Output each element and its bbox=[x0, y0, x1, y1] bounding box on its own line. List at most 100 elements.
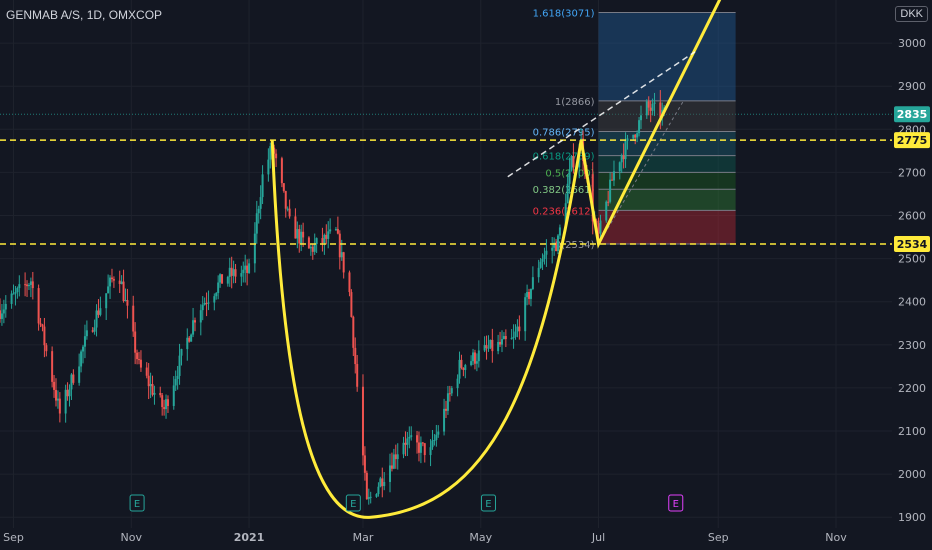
time-tick-label: Sep bbox=[3, 531, 24, 544]
candle-body bbox=[132, 305, 135, 332]
candle-body bbox=[12, 293, 15, 295]
candle-body bbox=[261, 174, 264, 198]
candle-body bbox=[375, 494, 378, 497]
candle-body bbox=[190, 334, 193, 342]
candle-body bbox=[284, 191, 287, 209]
candle-body bbox=[302, 231, 305, 238]
candle-body bbox=[626, 138, 629, 141]
candle-body bbox=[80, 351, 83, 367]
candle-body bbox=[433, 440, 436, 442]
earnings-marker-label: E bbox=[134, 499, 140, 510]
candle-body bbox=[39, 323, 42, 325]
candle-body bbox=[93, 327, 96, 332]
time-axis-background bbox=[0, 528, 932, 550]
candle-body bbox=[431, 440, 434, 448]
candle-body bbox=[325, 234, 328, 239]
candle-body bbox=[443, 408, 446, 432]
candle-body bbox=[504, 336, 507, 340]
candle-body bbox=[234, 269, 237, 277]
pattern-drawings[interactable] bbox=[0, 0, 892, 519]
candle-body bbox=[445, 408, 447, 411]
candle-body bbox=[242, 269, 245, 274]
candle-body bbox=[18, 284, 21, 289]
candle-body bbox=[502, 336, 505, 340]
candle-body bbox=[72, 374, 75, 383]
candle-body bbox=[201, 304, 204, 311]
candle-body bbox=[159, 392, 162, 396]
price-tick-label: 2900 bbox=[898, 80, 926, 93]
candle-body bbox=[240, 273, 243, 277]
candle-body bbox=[334, 228, 337, 230]
candle-body bbox=[174, 379, 177, 386]
fib-level-label: 0(2534) bbox=[555, 240, 595, 251]
candle-body bbox=[659, 102, 662, 118]
candle-body bbox=[311, 246, 314, 252]
candle-body bbox=[460, 359, 463, 368]
candle-body bbox=[477, 350, 480, 362]
candle-body bbox=[518, 326, 521, 332]
candle-body bbox=[591, 174, 594, 222]
candle-body bbox=[572, 155, 575, 168]
cup-curve bbox=[270, 139, 583, 519]
candle-body bbox=[473, 352, 476, 364]
currency-button[interactable]: DKK bbox=[895, 6, 928, 22]
fibonacci-retracement[interactable]: 0(2534)0.236(2612)0.382(2661)0.5(2700)0.… bbox=[533, 8, 736, 251]
candle-body bbox=[134, 331, 137, 353]
candle-body bbox=[553, 242, 556, 248]
time-tick-label: Nov bbox=[825, 531, 847, 544]
candle-body bbox=[257, 208, 260, 214]
candle-body bbox=[246, 265, 249, 273]
candle-body bbox=[213, 296, 216, 303]
projection-dashed-line bbox=[507, 51, 696, 178]
candle-body bbox=[139, 359, 142, 368]
price-tick-label: 2000 bbox=[898, 468, 926, 481]
candle-body bbox=[172, 385, 175, 406]
candle-body bbox=[165, 399, 168, 410]
candle-body bbox=[51, 351, 54, 382]
candle-body bbox=[205, 302, 208, 304]
candle-body bbox=[244, 265, 247, 270]
fib-zone bbox=[598, 210, 736, 244]
candle-body bbox=[566, 183, 569, 204]
candle-body bbox=[456, 378, 459, 389]
candle-body bbox=[163, 407, 166, 410]
candle-body bbox=[221, 274, 224, 284]
candle-body bbox=[64, 389, 67, 414]
fib-level-label: 1.618(3071) bbox=[533, 8, 595, 19]
candle-body bbox=[381, 478, 384, 487]
time-tick-label: Sep bbox=[708, 531, 729, 544]
price-axis[interactable]: 1900200021002200230024002500260027002800… bbox=[892, 0, 932, 550]
candle-body bbox=[402, 442, 405, 455]
candle-body bbox=[207, 302, 210, 304]
candle-body bbox=[82, 346, 85, 352]
candle-body bbox=[336, 228, 339, 234]
candle-body bbox=[99, 308, 102, 315]
candle-body bbox=[267, 159, 270, 175]
candle-body bbox=[389, 465, 392, 482]
time-tick-label: 2021 bbox=[234, 531, 265, 544]
price-tick-label: 2600 bbox=[898, 210, 926, 223]
fib-zone bbox=[598, 131, 736, 156]
candle-body bbox=[491, 339, 494, 352]
candle-body bbox=[16, 288, 19, 293]
earnings-icon bbox=[480, 494, 496, 512]
candle-body bbox=[294, 216, 297, 239]
fib-zone bbox=[598, 189, 736, 211]
candle-body bbox=[410, 435, 413, 437]
candle-body bbox=[350, 292, 353, 317]
candle-body bbox=[230, 267, 233, 276]
price-tick-label: 2400 bbox=[898, 296, 926, 309]
candle-body bbox=[634, 134, 637, 138]
candle-body bbox=[458, 359, 461, 379]
candle-body bbox=[307, 237, 310, 249]
candle-body bbox=[570, 155, 573, 170]
candle-body bbox=[248, 263, 251, 273]
candle-body bbox=[194, 320, 197, 323]
time-axis[interactable]: Sep Nov 2021 Mar May Jul Sep Nov bbox=[0, 528, 932, 550]
candle-body bbox=[369, 496, 372, 498]
candle-body bbox=[217, 282, 220, 294]
chart-grid bbox=[0, 0, 892, 528]
candle-body bbox=[514, 331, 517, 337]
